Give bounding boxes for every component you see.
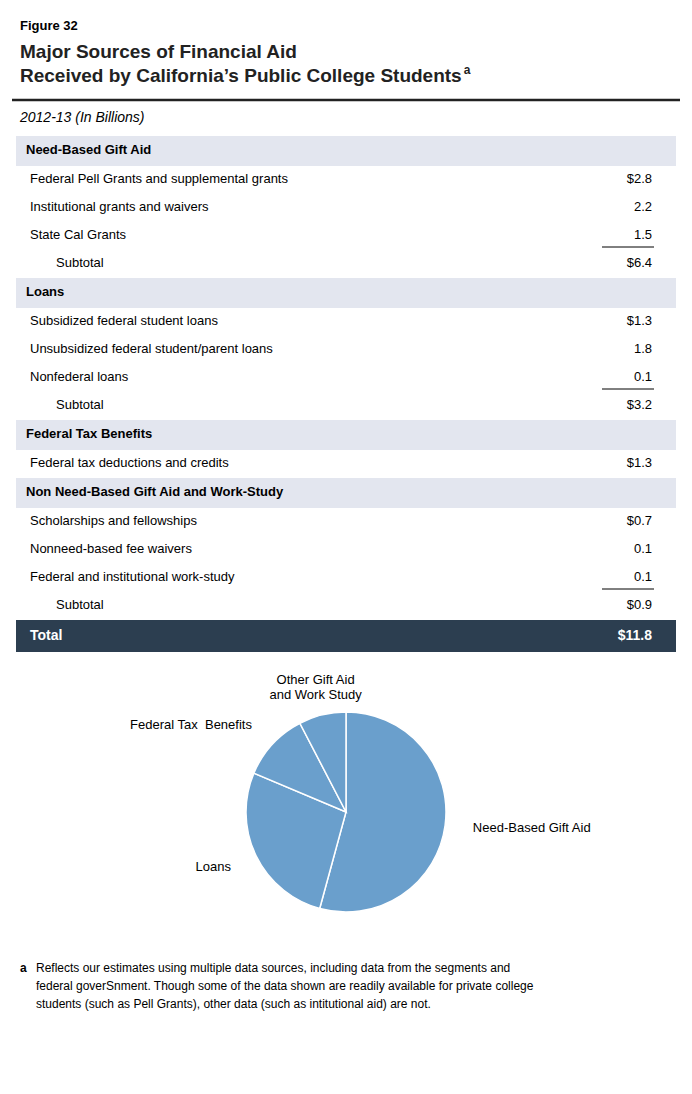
row-value: $3.2: [627, 397, 652, 412]
footnote: students (such as Pell Grants), other da…: [36, 997, 431, 1011]
slice-label-line: Federal Tax Benefits: [130, 717, 252, 732]
row-value: $1.3: [627, 455, 652, 470]
row-label: Institutional grants and waivers: [30, 199, 209, 214]
row-label: Subtotal: [56, 397, 104, 412]
row-label: Nonfederal loans: [30, 369, 129, 384]
footnote: Reflects our estimates using multiple da…: [36, 961, 510, 975]
row-label: Federal Pell Grants and supplemental gra…: [30, 171, 288, 186]
row-value: $6.4: [627, 255, 652, 270]
section-header-bg: [16, 478, 676, 508]
subtitle: 2012-13 (In Billions): [19, 109, 145, 125]
subtotal-rule: [602, 589, 654, 590]
row-label: Subtotal: [56, 255, 104, 270]
table: Need-Based Gift Aid Federal Pell Grants a…: [16, 136, 676, 652]
row-value: 0.1: [634, 541, 652, 556]
row-label: Unsubsidized federal student/parent loan…: [30, 341, 273, 356]
footnote-marker: a: [20, 961, 27, 975]
row-label: Subtotal: [56, 597, 104, 612]
section-header: Loans: [26, 284, 64, 299]
section-header: Non Need-Based Gift Aid and Work-Study: [26, 484, 284, 499]
footnote: federal goverSnment. Though some of the …: [36, 979, 534, 993]
title: Major Sources of Financial Aid: [20, 41, 297, 62]
section-header-bg: [16, 278, 676, 308]
slice-label-line: and Work Study: [269, 687, 362, 702]
row-label: Federal and institutional work-study: [30, 569, 235, 584]
row-value: $1.3: [627, 313, 652, 328]
separator: [12, 99, 680, 102]
title-marker: a: [464, 63, 471, 77]
chart-svg: Figure 32 Major Sources of Financial Aid R…: [0, 0, 692, 1094]
subtotal-rule: [602, 389, 654, 390]
section-header: Need-Based Gift Aid: [26, 142, 151, 157]
section-header-bg: [16, 420, 676, 450]
row-value: $2.8: [627, 171, 652, 186]
slice-label-line: Need-Based Gift Aid: [473, 820, 591, 835]
slice-label: Need-Based Gift Aid: [473, 820, 591, 835]
row-value: $0.9: [627, 597, 652, 612]
section-header-bg: [16, 136, 676, 166]
row-value: 1.5: [634, 227, 652, 242]
title: Received by California’s Public College …: [20, 65, 462, 86]
row-value: 0.1: [634, 369, 652, 384]
slice-label-line: Other Gift Aid: [277, 672, 355, 687]
row-label: Federal tax deductions and credits: [30, 455, 229, 470]
slice-label: Other Gift Aidand Work Study: [269, 672, 362, 702]
chart-container: Figure 32 Major Sources of Financial Aid R…: [0, 0, 692, 1094]
subtotal-rule: [602, 247, 654, 248]
total-bg: [16, 620, 676, 652]
slice-label: Loans: [195, 859, 231, 874]
slice-label-line: Loans: [195, 859, 231, 874]
row-value: $0.7: [627, 513, 652, 528]
pie-slice: [300, 712, 346, 812]
row-label: State Cal Grants: [30, 227, 127, 242]
section-header: Federal Tax Benefits: [26, 426, 152, 441]
row-value: 0.1: [634, 569, 652, 584]
row-label: Subsidized federal student loans: [30, 313, 218, 328]
figure-label: Figure 32: [20, 18, 78, 33]
total-label: Total: [30, 627, 62, 643]
total-value: $11.8: [618, 627, 652, 643]
pie: [246, 712, 446, 912]
pie-labels: Need-Based Gift Aid Loans Federal Tax Bene…: [130, 672, 591, 875]
row-value: 2.2: [634, 199, 652, 214]
slice-label: Federal Tax Benefits: [130, 717, 252, 732]
row-label: Nonneed-based fee waivers: [30, 541, 192, 556]
row-label: Scholarships and fellowships: [30, 513, 197, 528]
row-value: 1.8: [634, 341, 652, 356]
